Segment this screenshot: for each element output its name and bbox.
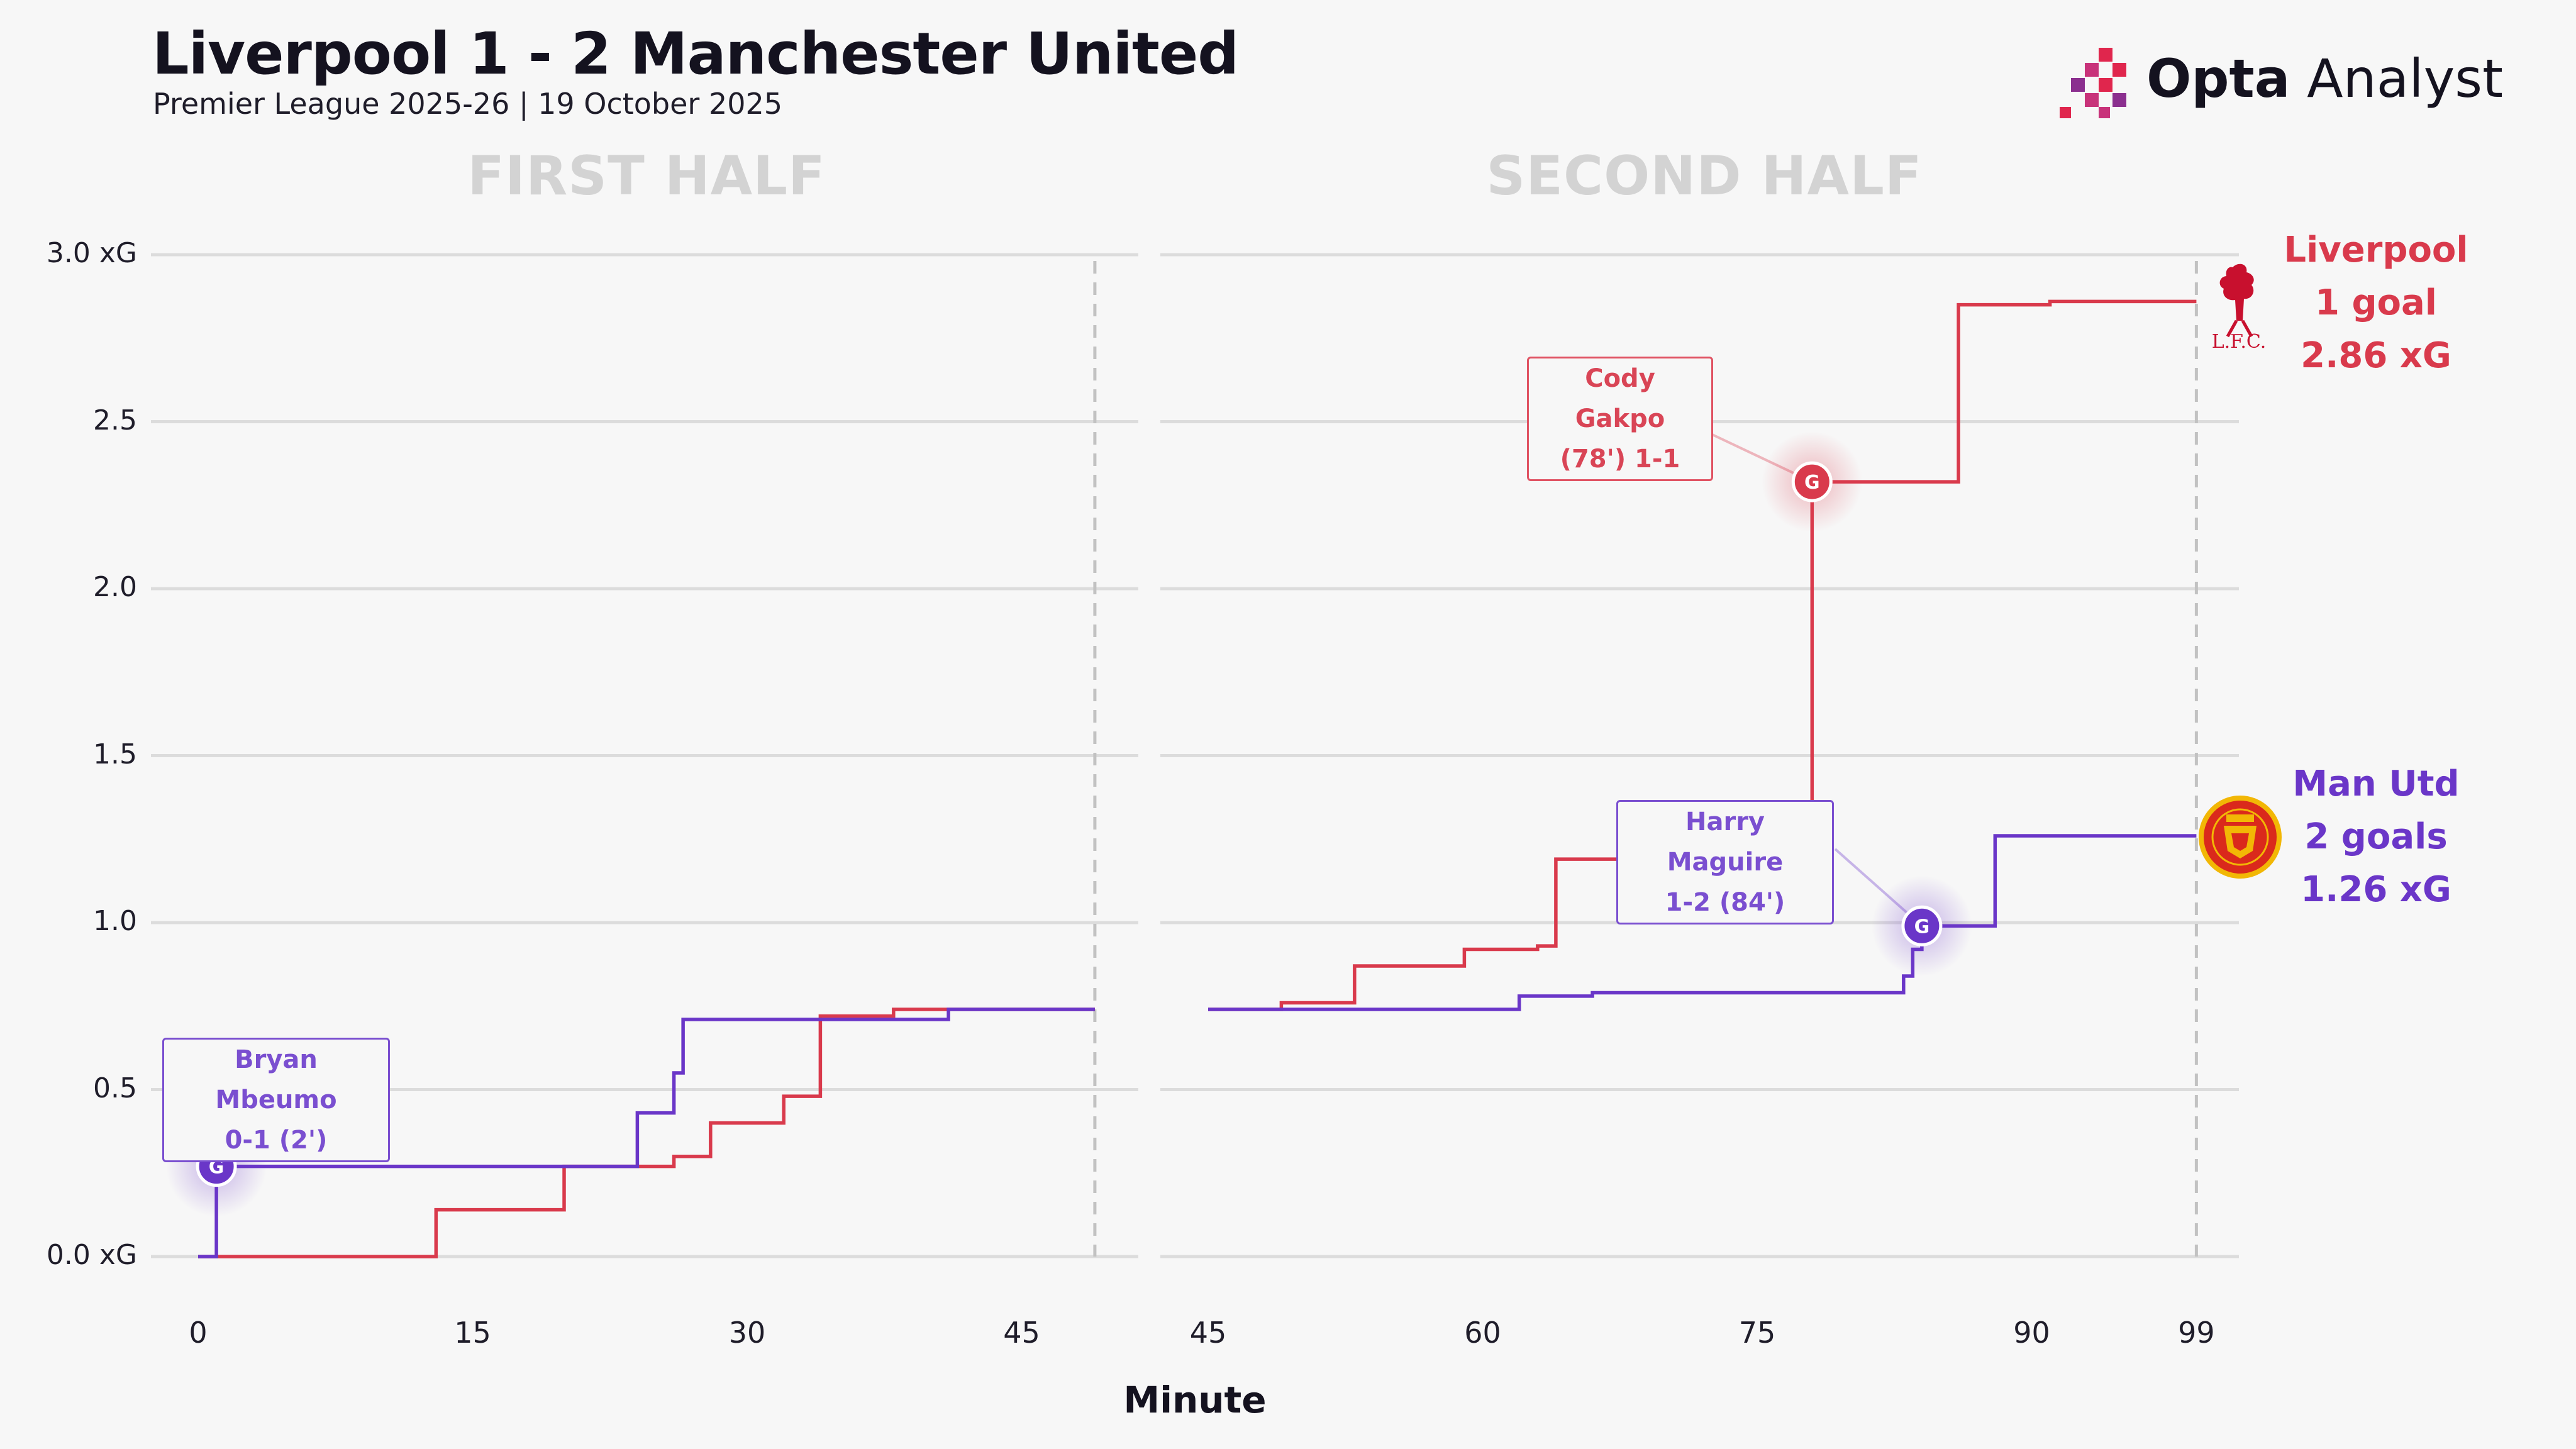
second-half-label: SECOND HALF <box>1486 145 1923 208</box>
liverpool-xg: 2.86 xG <box>2301 335 2451 376</box>
x-tick-label-first: 0 <box>189 1316 208 1350</box>
y-tick-label: 3.0 xG <box>46 237 137 269</box>
y-tick-label: 1.0 <box>93 905 137 937</box>
x-tick-label-second: 99 <box>2178 1316 2215 1350</box>
manutd-name: Man Utd <box>2292 763 2460 804</box>
y-tick-label: 0.0 xG <box>46 1239 137 1271</box>
x-tick-label-second: 90 <box>2013 1316 2050 1350</box>
manutd-crest-icon <box>2199 796 2282 879</box>
x-tick-label-first: 45 <box>1003 1316 1040 1350</box>
goal-marker: G <box>1762 431 1863 533</box>
manutd-xg: 1.26 xG <box>2301 869 2451 910</box>
page-title: Liverpool 1 - 2 Manchester United <box>152 20 1239 87</box>
annotation-maguire: Harry Maguire 1-2 (84') <box>1616 800 1834 924</box>
y-tick-label: 1.5 <box>93 738 137 770</box>
page-subtitle: Premier League 2025-26 | 19 October 2025 <box>153 87 783 121</box>
y-tick-label: 2.5 <box>93 404 137 436</box>
x-tick-label-second: 60 <box>1464 1316 1501 1350</box>
y-tick-label: 2.0 <box>93 571 137 603</box>
annotation-connectors <box>215 430 1923 1168</box>
annotation-gakpo: Cody Gakpo (78') 1-1 <box>1527 357 1713 481</box>
goal-marker-label: G <box>1914 916 1930 938</box>
series-line-man-utd-second-half <box>1208 834 2197 1011</box>
series-line-liverpool-second-half <box>1208 299 2197 1011</box>
series-line-liverpool-first-half <box>198 1008 1095 1258</box>
x-tick-label-first: 30 <box>728 1316 766 1350</box>
annotation-mbeumo: Bryan Mbeumo 0-1 (2') <box>162 1038 390 1162</box>
first-half-label: FIRST HALF <box>467 145 826 208</box>
goal-marker-label: G <box>1804 472 1820 494</box>
y-tick-label: 0.5 <box>93 1072 137 1104</box>
goal-marker: G <box>1871 875 1972 977</box>
liverpool-crest-icon: L.F.C. <box>2212 264 2267 353</box>
grid-lines <box>151 253 2239 1258</box>
opta-analyst-wordmark: Opta Analyst <box>2146 48 2503 109</box>
x-tick-label-first: 15 <box>454 1316 491 1350</box>
liverpool-goals: 1 goal <box>2314 282 2437 323</box>
opta-logo-icon <box>2060 48 2126 118</box>
x-tick-label-second: 45 <box>1189 1316 1227 1350</box>
liverpool-name: Liverpool <box>2284 230 2468 270</box>
liverpool-summary: Liverpool 1 goal 2.86 xG <box>2244 224 2508 382</box>
goal-markers: GGG <box>166 431 1972 1217</box>
series-lines <box>198 299 2197 1258</box>
manutd-goals: 2 goals <box>2304 816 2448 857</box>
x-tick-label-second: 75 <box>1738 1316 1776 1350</box>
manutd-summary: Man Utd 2 goals 1.26 xG <box>2244 758 2508 916</box>
liverpool-crest-text: L.F.C. <box>2212 331 2267 353</box>
x-axis-label: Minute <box>1123 1379 1267 1421</box>
